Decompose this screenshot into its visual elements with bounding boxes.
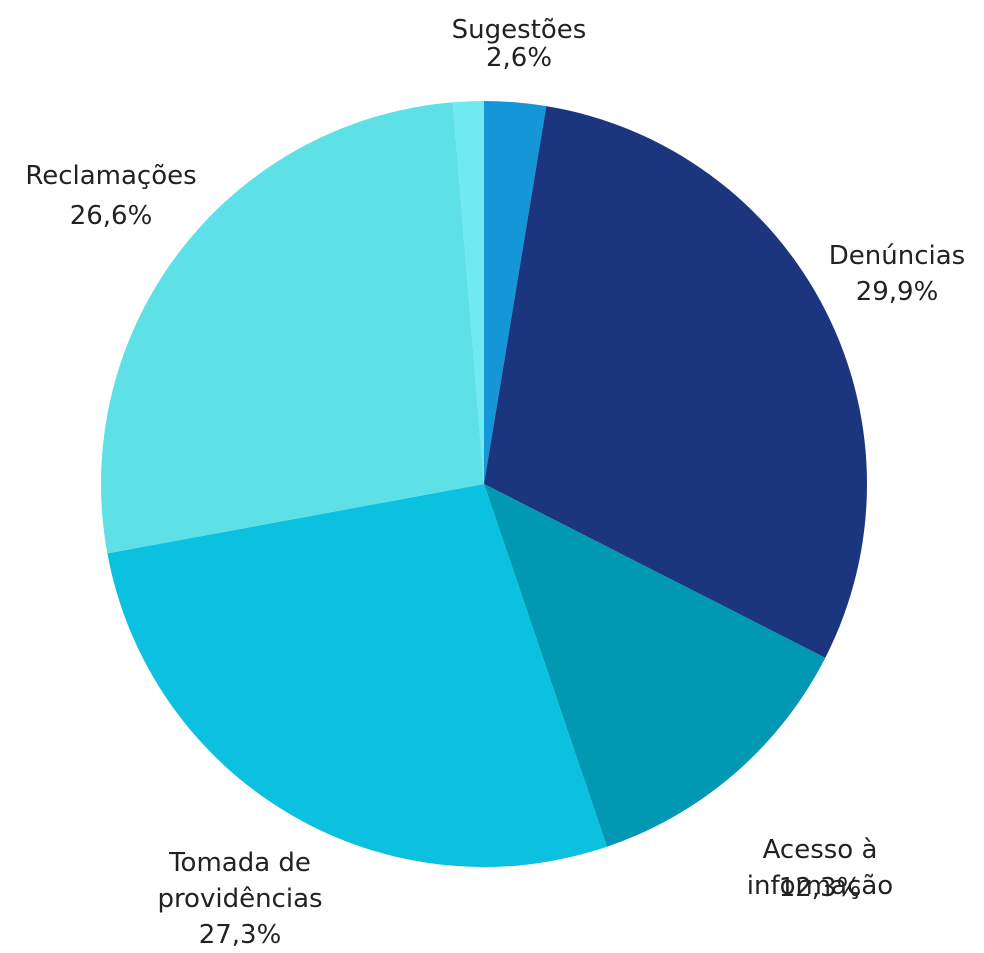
pie-slice xyxy=(452,101,484,484)
pie-slice xyxy=(484,484,826,847)
category-label: Acesso à informação xyxy=(746,835,894,901)
value-label: 29,9% xyxy=(855,277,939,307)
category-label: Denúncias xyxy=(828,241,966,271)
pie-slice xyxy=(101,102,485,554)
value-label: 26,6% xyxy=(69,201,153,231)
category-label: Sugestões xyxy=(451,15,587,45)
category-label: Reclamações xyxy=(25,161,197,191)
pie-slice xyxy=(484,101,547,484)
value-label: 2,6% xyxy=(485,43,553,73)
category-label: Tomada de providências xyxy=(157,848,323,914)
pie-slice xyxy=(484,106,867,658)
value-label: 12,3% xyxy=(778,873,862,903)
value-label: 27,3% xyxy=(198,920,282,950)
pie-slice xyxy=(107,484,607,867)
